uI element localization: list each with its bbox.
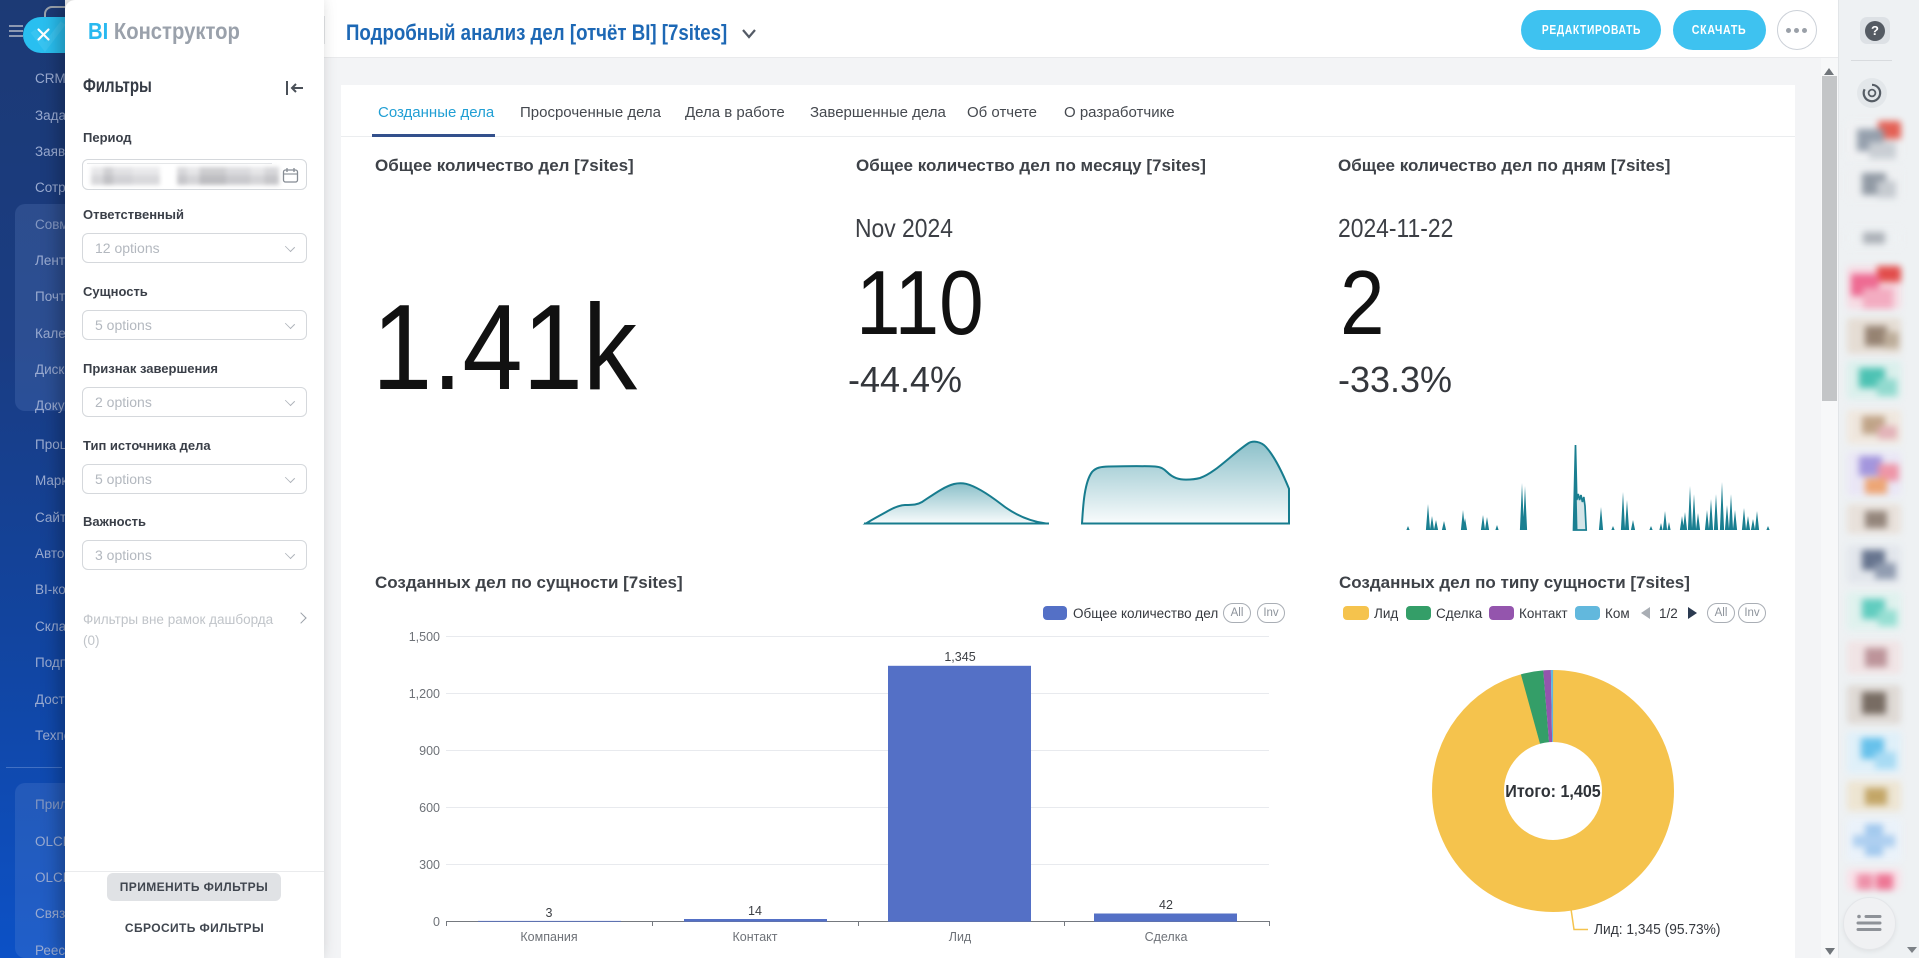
svg-text:600: 600 xyxy=(419,801,440,815)
svg-text:0: 0 xyxy=(433,915,440,929)
svg-text:3: 3 xyxy=(546,906,553,920)
svg-text:300: 300 xyxy=(419,858,440,872)
svg-text:Итого: 1,405: Итого: 1,405 xyxy=(1505,781,1600,801)
svg-text:1,345: 1,345 xyxy=(944,650,975,664)
svg-text:1,500: 1,500 xyxy=(409,630,440,644)
svg-text:42: 42 xyxy=(1159,898,1173,912)
svg-text:900: 900 xyxy=(419,744,440,758)
svg-text:Компания: Компания xyxy=(520,930,577,944)
svg-text:1,200: 1,200 xyxy=(409,687,440,701)
svg-text:Контакт: Контакт xyxy=(732,930,777,944)
svg-text:Сделка: Сделка xyxy=(1145,930,1188,944)
svg-text:Лид: Лид xyxy=(949,930,972,944)
svg-text:Лид: 1,345 (95.73%): Лид: 1,345 (95.73%) xyxy=(1594,921,1720,937)
svg-text:14: 14 xyxy=(748,904,762,918)
